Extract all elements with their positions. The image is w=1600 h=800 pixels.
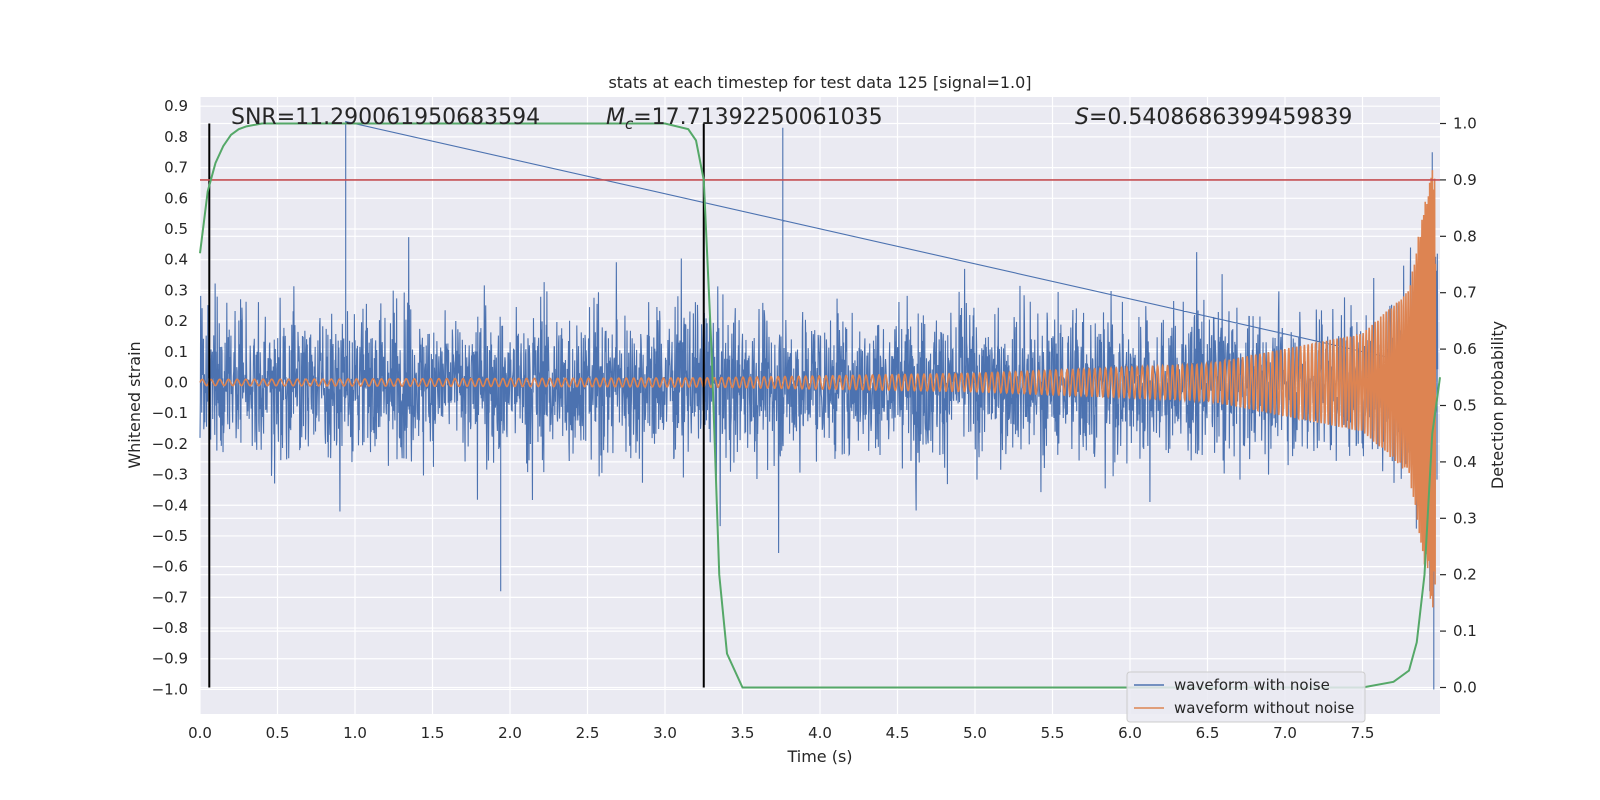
y-tick-label: 0.9 [164,97,188,115]
x-tick-label: 3.0 [653,724,677,742]
chirp-mass-value: =17.71392250061035 [633,105,882,130]
series-detection-probability [199,122,1441,689]
y-tick-label: 0.1 [164,343,188,361]
chirp-mass-annotation: Mc=17.71392250061035 [606,105,883,133]
y-tick-label: −0.8 [152,619,188,637]
vertical-markers [208,123,705,688]
x-tick-label: 5.5 [1041,724,1065,742]
y2-tick-label: 0.5 [1453,397,1477,415]
chart-title: stats at each timestep for test data 125… [608,73,1031,92]
y-tick-label: −0.7 [152,588,188,606]
legend-label-waveform-with-noise: waveform with noise [1174,676,1330,694]
series-waveform-with-noise [199,120,1439,690]
x-tick-labels: 0.0 0.5 1.0 1.5 2.0 2.5 3.0 3.5 4.0 4.5 5.0 5.5 6.0 6… [188,724,1374,742]
snr-annotation: SNR=11.290061950683594 [231,105,540,130]
y-tick-label: −0.6 [152,558,188,576]
x-tick-label: 2.5 [576,724,600,742]
y-tick-label: 0.7 [164,159,188,177]
x-tick-label: 3.5 [731,724,755,742]
chirp-mass-symbol: M [606,105,625,130]
x-tick-label: 2.0 [498,724,522,742]
x-tick-label: 4.0 [808,724,832,742]
y-tick-label: 0.4 [164,251,188,269]
series-waveform-without-noise [199,170,1437,608]
y-tick-label: 0.5 [164,220,188,238]
chirp-mass-subscript: c [625,115,634,133]
x-tick-label: 5.0 [963,724,987,742]
y2-tick-label: 0.8 [1453,227,1477,245]
x-tick-label: 1.0 [343,724,367,742]
line-waveform-without-noise [199,170,1437,608]
x-tick-label: 6.5 [1196,724,1220,742]
y-tick-label: −0.3 [152,466,188,484]
x-tick-label: 0.5 [266,724,290,742]
y2-tick-label: 0.4 [1453,453,1477,471]
y-tick-label: −0.9 [152,650,188,668]
legend: waveform with noise waveform without noi… [1126,671,1366,723]
y2-tick-label: 0.0 [1453,678,1477,696]
legend-label-waveform-without-noise: waveform without noise [1174,699,1354,717]
y-tick-label: 0.3 [164,281,188,299]
s-annotation: S=0.5408686399459839 [1075,105,1352,130]
y-tick-label: −0.2 [152,435,188,453]
y2-tick-label: 1.0 [1453,115,1477,133]
y-tick-label: 0.6 [164,189,188,207]
legend-box [1126,671,1366,723]
x-tick-label: 0.0 [188,724,212,742]
x-tick-label: 7.0 [1273,724,1297,742]
y-tick-label: 0.8 [164,128,188,146]
line-detection-probability [199,122,1441,689]
y2-tick-label: 0.7 [1453,284,1477,302]
y-tick-label: 0.2 [164,312,188,330]
x-tick-label: 4.5 [886,724,910,742]
y2-tick-label: 0.6 [1453,340,1477,358]
s-value: =0.5408686399459839 [1089,105,1352,130]
y-axis-label: Whitened strain [125,341,144,468]
y-tick-label: −1.0 [152,680,188,698]
y2-tick-labels: 1.0 0.9 0.8 0.7 0.6 0.5 0.4 0.3 0.2 0.1 0.0 [1440,115,1477,696]
y-tick-labels: 0.9 0.8 0.7 0.6 0.5 0.4 0.3 0.2 0.1 0.0 −0.1 −0.2 −0… [152,97,188,698]
y-tick-label: −0.5 [152,527,188,545]
x-axis-label: Time (s) [786,747,852,766]
line-waveform-with-noise [199,120,1439,690]
y2-tick-label: 0.2 [1453,566,1477,584]
y2-axis-label: Detection probability [1488,321,1507,489]
x-tick-label: 7.5 [1351,724,1375,742]
s-symbol: S [1075,105,1089,130]
x-tick-label: 1.5 [421,724,445,742]
y2-tick-label: 0.9 [1453,171,1477,189]
y-tick-label: 0.0 [164,373,188,391]
y-tick-label: −0.1 [152,404,188,422]
x-tick-label: 6.0 [1118,724,1142,742]
y2-tick-label: 0.1 [1453,622,1477,640]
y-tick-label: −0.4 [152,496,188,514]
y2-tick-label: 0.3 [1453,509,1477,527]
